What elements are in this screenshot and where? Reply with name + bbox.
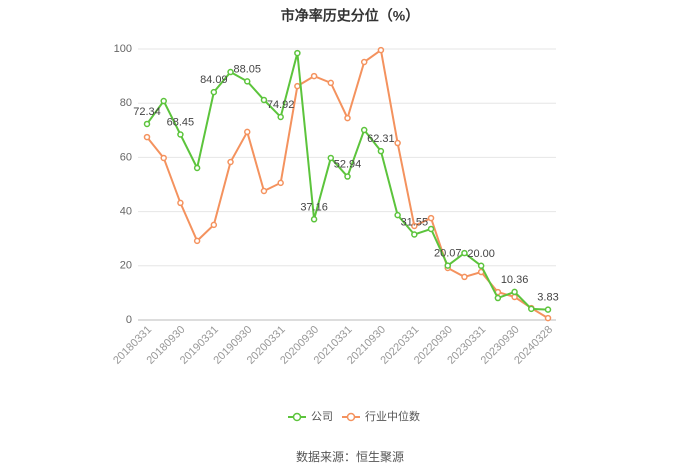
point bbox=[394, 211, 401, 219]
point bbox=[427, 214, 435, 222]
y-tick-label: 20 bbox=[120, 260, 132, 272]
point bbox=[377, 147, 385, 155]
y-tick-label: 60 bbox=[120, 151, 132, 163]
data-label: 88.05 bbox=[233, 63, 261, 75]
point bbox=[260, 187, 268, 195]
point bbox=[444, 262, 451, 269]
point bbox=[143, 120, 151, 128]
y-tick-label: 0 bbox=[126, 314, 132, 326]
point bbox=[511, 293, 518, 301]
point bbox=[210, 88, 218, 96]
point bbox=[494, 294, 502, 302]
point bbox=[544, 306, 552, 313]
source: 数据来源：恒生聚源 bbox=[296, 449, 404, 464]
point bbox=[177, 131, 184, 138]
point bbox=[310, 216, 318, 223]
point bbox=[160, 97, 167, 105]
data-label: 10.36 bbox=[501, 274, 529, 286]
data-label: 68.45 bbox=[167, 117, 195, 129]
y-tick-label: 40 bbox=[120, 206, 132, 218]
point bbox=[344, 173, 351, 180]
data-label: 74.92 bbox=[267, 99, 295, 111]
data-label: 37.16 bbox=[300, 201, 328, 213]
point bbox=[511, 288, 518, 296]
point bbox=[177, 199, 184, 207]
point bbox=[394, 139, 401, 147]
chart-title: 市净率历史分位（%） bbox=[281, 8, 419, 24]
legend-label: 公司 bbox=[311, 411, 333, 423]
point bbox=[528, 305, 535, 313]
point bbox=[544, 314, 552, 322]
point bbox=[427, 225, 435, 233]
point bbox=[227, 68, 234, 76]
point bbox=[327, 154, 335, 162]
data-label: 20.07 bbox=[434, 248, 462, 260]
data-label: 72.34 bbox=[133, 106, 161, 118]
point bbox=[244, 128, 251, 136]
point bbox=[227, 158, 234, 166]
point bbox=[377, 46, 385, 54]
point bbox=[210, 221, 218, 229]
point bbox=[277, 179, 284, 187]
point bbox=[360, 126, 368, 134]
y-tick-label: 100 bbox=[114, 43, 132, 55]
point bbox=[461, 249, 468, 257]
data-label: 20.00 bbox=[467, 248, 495, 260]
point bbox=[461, 273, 468, 281]
point bbox=[310, 72, 318, 80]
point bbox=[260, 96, 268, 104]
point bbox=[411, 222, 418, 230]
legend-swatch bbox=[292, 412, 302, 422]
point bbox=[360, 58, 368, 66]
point bbox=[327, 79, 335, 87]
data-label: 3.83 bbox=[537, 292, 558, 304]
point bbox=[193, 164, 201, 172]
point bbox=[344, 114, 351, 122]
point bbox=[160, 154, 167, 162]
data-label: 84.09 bbox=[200, 74, 228, 86]
point bbox=[143, 133, 151, 141]
data-label: 31.55 bbox=[401, 216, 429, 228]
point bbox=[294, 49, 301, 57]
data-label: 52.94 bbox=[334, 159, 362, 171]
point bbox=[193, 237, 201, 245]
point bbox=[244, 78, 251, 85]
point bbox=[294, 82, 301, 90]
legend-label: 行业中位数 bbox=[365, 409, 420, 423]
series-line bbox=[146, 52, 549, 311]
y-tick-label: 80 bbox=[120, 97, 132, 109]
point bbox=[411, 231, 418, 238]
data-label: 62.31 bbox=[367, 133, 395, 145]
point bbox=[477, 262, 485, 270]
legend-swatch bbox=[346, 412, 356, 422]
point bbox=[277, 113, 284, 121]
